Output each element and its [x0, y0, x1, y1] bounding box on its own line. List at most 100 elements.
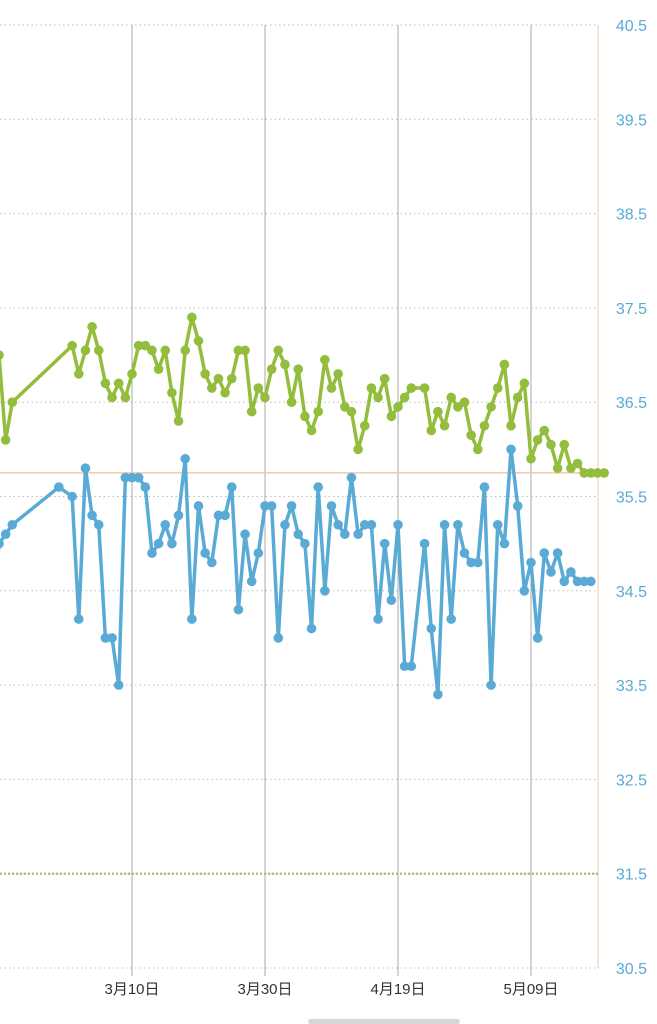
data-point[interactable] — [393, 519, 403, 530]
data-point[interactable] — [260, 501, 270, 511]
series-layer[interactable] — [0, 312, 609, 700]
data-point[interactable] — [293, 529, 304, 540]
data-point[interactable] — [512, 392, 523, 403]
data-point[interactable] — [459, 397, 470, 408]
data-point[interactable] — [80, 463, 91, 474]
data-point[interactable] — [293, 364, 304, 374]
data-point[interactable] — [207, 557, 217, 568]
data-point[interactable] — [193, 501, 204, 511]
data-point[interactable] — [167, 538, 177, 549]
data-point[interactable] — [260, 392, 270, 403]
data-point[interactable] — [359, 519, 370, 530]
data-point[interactable] — [346, 406, 357, 417]
data-point[interactable] — [499, 359, 510, 370]
data-point[interactable] — [153, 538, 164, 549]
data-point[interactable] — [240, 529, 250, 540]
data-point[interactable] — [226, 373, 237, 384]
data-point[interactable] — [187, 312, 197, 323]
data-point[interactable] — [266, 501, 277, 511]
data-point[interactable] — [586, 576, 596, 587]
data-point[interactable] — [207, 383, 217, 393]
data-point[interactable] — [167, 387, 177, 398]
data-point[interactable] — [492, 383, 503, 393]
data-point[interactable] — [340, 529, 350, 540]
data-point[interactable] — [246, 406, 257, 417]
data-point[interactable] — [100, 633, 111, 643]
data-point[interactable] — [93, 345, 104, 356]
data-point[interactable] — [187, 614, 197, 624]
data-point[interactable] — [173, 416, 184, 426]
data-point[interactable] — [353, 444, 363, 455]
data-point[interactable] — [286, 501, 297, 511]
data-point[interactable] — [133, 472, 144, 483]
data-point[interactable] — [120, 472, 131, 483]
data-point[interactable] — [0, 529, 11, 540]
data-point[interactable] — [300, 411, 310, 422]
data-point[interactable] — [532, 435, 543, 445]
data-point[interactable] — [80, 345, 91, 356]
data-point[interactable] — [359, 420, 370, 431]
data-point[interactable] — [120, 392, 131, 403]
data-point[interactable] — [366, 519, 377, 530]
data-point[interactable] — [373, 614, 383, 624]
data-point[interactable] — [399, 661, 410, 672]
data-point[interactable] — [67, 340, 77, 351]
data-point[interactable] — [313, 482, 324, 492]
series-2[interactable] — [0, 444, 596, 700]
data-point[interactable] — [306, 425, 317, 436]
data-point[interactable] — [552, 548, 563, 558]
data-point[interactable] — [473, 557, 483, 568]
data-point[interactable] — [113, 680, 124, 690]
data-point[interactable] — [0, 350, 4, 360]
data-point[interactable] — [93, 519, 104, 530]
data-point[interactable] — [379, 373, 390, 384]
data-point[interactable] — [399, 392, 410, 403]
data-point[interactable] — [233, 604, 244, 615]
data-point[interactable] — [406, 383, 417, 393]
data-point[interactable] — [7, 519, 18, 530]
data-point[interactable] — [153, 364, 164, 374]
data-point[interactable] — [506, 444, 516, 455]
data-point[interactable] — [127, 369, 137, 379]
home-indicator[interactable] — [308, 1019, 460, 1024]
data-point[interactable] — [379, 538, 390, 549]
data-point[interactable] — [552, 463, 563, 474]
data-point[interactable] — [499, 538, 510, 549]
data-point[interactable] — [266, 364, 277, 374]
data-point[interactable] — [546, 439, 556, 450]
data-point[interactable] — [173, 510, 184, 521]
data-point[interactable] — [519, 586, 530, 596]
data-point[interactable] — [572, 458, 583, 469]
data-point[interactable] — [0, 435, 11, 445]
data-point[interactable] — [180, 345, 190, 356]
data-point[interactable] — [453, 519, 463, 530]
data-point[interactable] — [74, 614, 84, 624]
data-point[interactable] — [586, 468, 596, 478]
data-point[interactable] — [140, 482, 151, 492]
data-point[interactable] — [280, 359, 290, 370]
data-point[interactable] — [466, 430, 476, 441]
data-point[interactable] — [74, 369, 84, 379]
data-point[interactable] — [393, 402, 403, 412]
data-point[interactable] — [326, 383, 337, 393]
data-point[interactable] — [273, 633, 284, 643]
data-point[interactable] — [346, 472, 357, 483]
data-point[interactable] — [180, 453, 190, 464]
data-point[interactable] — [559, 439, 570, 450]
data-point[interactable] — [479, 482, 490, 492]
data-point[interactable] — [213, 373, 224, 384]
data-point[interactable] — [233, 345, 244, 356]
data-point[interactable] — [253, 383, 264, 393]
data-point[interactable] — [200, 369, 210, 379]
data-point[interactable] — [459, 548, 470, 558]
data-point[interactable] — [579, 468, 589, 478]
data-point[interactable] — [539, 548, 550, 558]
data-point[interactable] — [526, 557, 536, 568]
data-point[interactable] — [386, 411, 397, 422]
data-point[interactable] — [226, 482, 237, 492]
data-point[interactable] — [486, 402, 496, 412]
data-point[interactable] — [113, 378, 124, 389]
data-point[interactable] — [439, 420, 450, 431]
data-point[interactable] — [353, 529, 363, 540]
data-point[interactable] — [220, 387, 230, 398]
